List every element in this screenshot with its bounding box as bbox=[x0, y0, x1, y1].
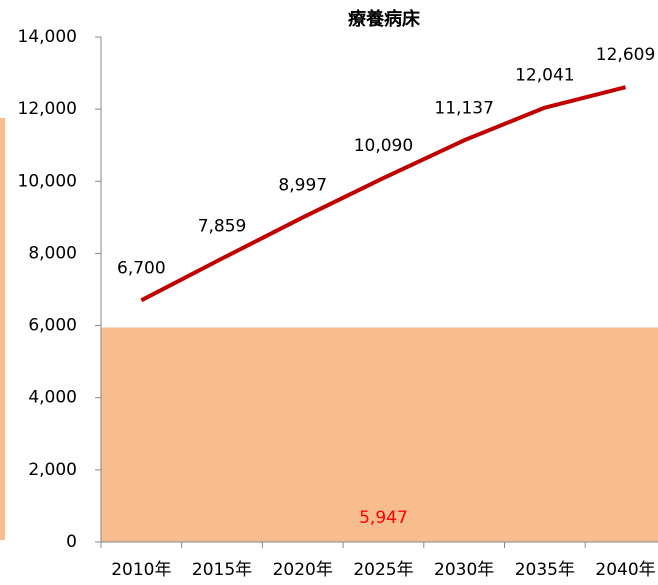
reference-band bbox=[101, 327, 658, 542]
series-line bbox=[140, 85, 627, 303]
y-tick-label: 4,000 bbox=[28, 388, 77, 408]
x-tick-label: 2025年 bbox=[353, 560, 413, 580]
y-tick-label: 10,000 bbox=[18, 171, 77, 191]
data-label: 8,997 bbox=[278, 175, 327, 195]
data-label: 6,700 bbox=[117, 258, 166, 278]
y-tick-label: 2,000 bbox=[28, 460, 77, 480]
chart-title: 療養病床 bbox=[348, 8, 421, 30]
x-tick-label: 2035年 bbox=[515, 560, 575, 580]
data-label: 11,137 bbox=[434, 98, 493, 118]
x-tick-label: 2020年 bbox=[273, 560, 333, 580]
y-tick-label: 14,000 bbox=[18, 27, 77, 47]
data-label: 12,041 bbox=[515, 66, 574, 86]
y-tick-label: 8,000 bbox=[28, 243, 77, 263]
x-tick-label: 2030年 bbox=[434, 560, 494, 580]
x-tick-label: 2010年 bbox=[111, 560, 171, 580]
x-tick-label: 2015年 bbox=[192, 560, 252, 580]
x-tick-label: 2040年 bbox=[595, 560, 655, 580]
data-label: 12,609 bbox=[596, 45, 655, 65]
y-tick-label: 12,000 bbox=[18, 99, 77, 119]
data-label: 7,859 bbox=[198, 217, 247, 237]
reference-band-label: 5,947 bbox=[359, 508, 408, 528]
y-tick-label: 0 bbox=[66, 532, 77, 552]
adjacent-panel-edge bbox=[0, 118, 5, 540]
y-tick-label: 6,000 bbox=[28, 316, 77, 336]
data-label: 10,090 bbox=[354, 136, 413, 156]
